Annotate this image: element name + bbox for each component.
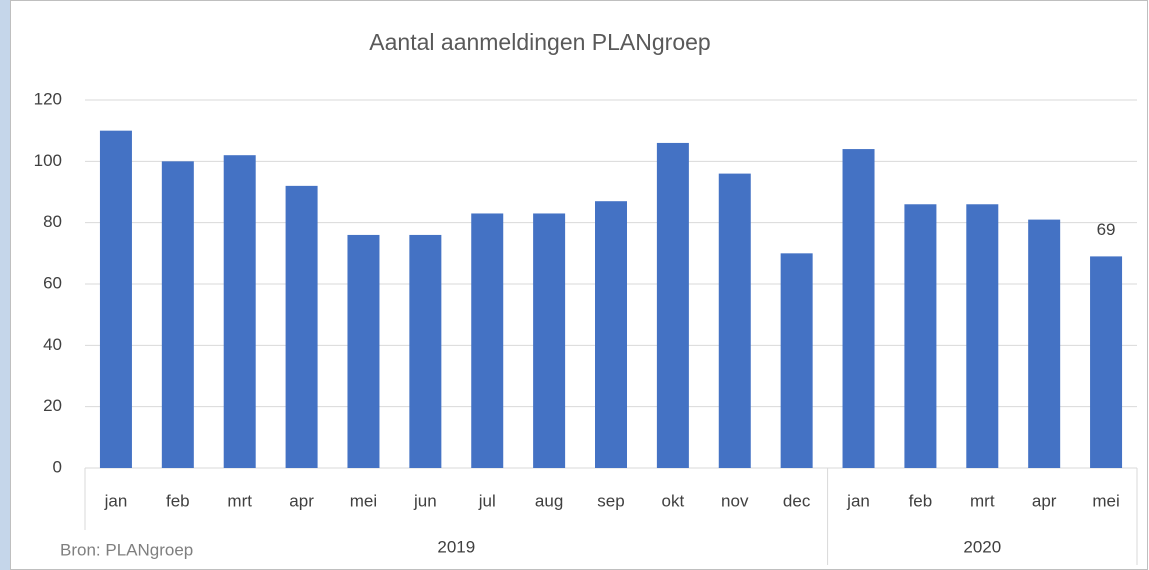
y-tick-label: 120 bbox=[34, 89, 62, 108]
x-tick-label: feb bbox=[909, 491, 933, 510]
y-tick-label: 20 bbox=[43, 396, 62, 415]
x-tick-label: jun bbox=[413, 491, 437, 510]
bar bbox=[409, 234, 442, 468]
x-tick-label: jan bbox=[846, 491, 870, 510]
chart-frame bbox=[10, 0, 1148, 570]
y-tick-label: 0 bbox=[53, 457, 62, 476]
x-tick-label: sep bbox=[597, 491, 624, 510]
bar bbox=[656, 142, 689, 468]
y-tick-label: 100 bbox=[34, 151, 62, 170]
bar bbox=[533, 213, 566, 468]
bar bbox=[842, 149, 875, 469]
x-tick-label: mei bbox=[1092, 491, 1119, 510]
data-label: 69 bbox=[1097, 220, 1116, 239]
x-tick-label: jul bbox=[478, 491, 496, 510]
bar bbox=[1028, 219, 1061, 468]
group-label: 2019 bbox=[437, 537, 475, 556]
x-tick-label: mrt bbox=[970, 491, 995, 510]
source-note: Bron: PLANgroep bbox=[60, 540, 193, 559]
bar bbox=[780, 253, 813, 468]
side-strip bbox=[0, 0, 12, 570]
x-tick-label: feb bbox=[166, 491, 190, 510]
x-tick-label: aug bbox=[535, 491, 563, 510]
x-tick-label: nov bbox=[721, 491, 749, 510]
bar bbox=[718, 173, 751, 468]
y-tick-label: 80 bbox=[43, 212, 62, 231]
x-tick-label: jan bbox=[104, 491, 128, 510]
bar bbox=[347, 234, 380, 468]
bar bbox=[904, 204, 937, 468]
x-tick-label: mrt bbox=[227, 491, 252, 510]
x-tick-label: mei bbox=[350, 491, 377, 510]
x-tick-label: apr bbox=[1032, 491, 1057, 510]
bar bbox=[966, 204, 999, 468]
y-tick-label: 60 bbox=[43, 273, 62, 292]
bar bbox=[471, 213, 504, 468]
bar bbox=[1090, 256, 1123, 468]
x-tick-label: apr bbox=[289, 491, 314, 510]
bar bbox=[161, 161, 194, 469]
bar bbox=[99, 130, 132, 468]
group-label: 2020 bbox=[963, 537, 1001, 556]
y-tick-label: 40 bbox=[43, 335, 62, 354]
chart-title: Aantal aanmeldingen PLANgroep bbox=[369, 29, 710, 55]
x-tick-label: dec bbox=[783, 491, 811, 510]
x-tick-label: okt bbox=[662, 491, 685, 510]
bar bbox=[285, 185, 318, 468]
bar bbox=[223, 155, 256, 468]
bar bbox=[595, 201, 627, 468]
